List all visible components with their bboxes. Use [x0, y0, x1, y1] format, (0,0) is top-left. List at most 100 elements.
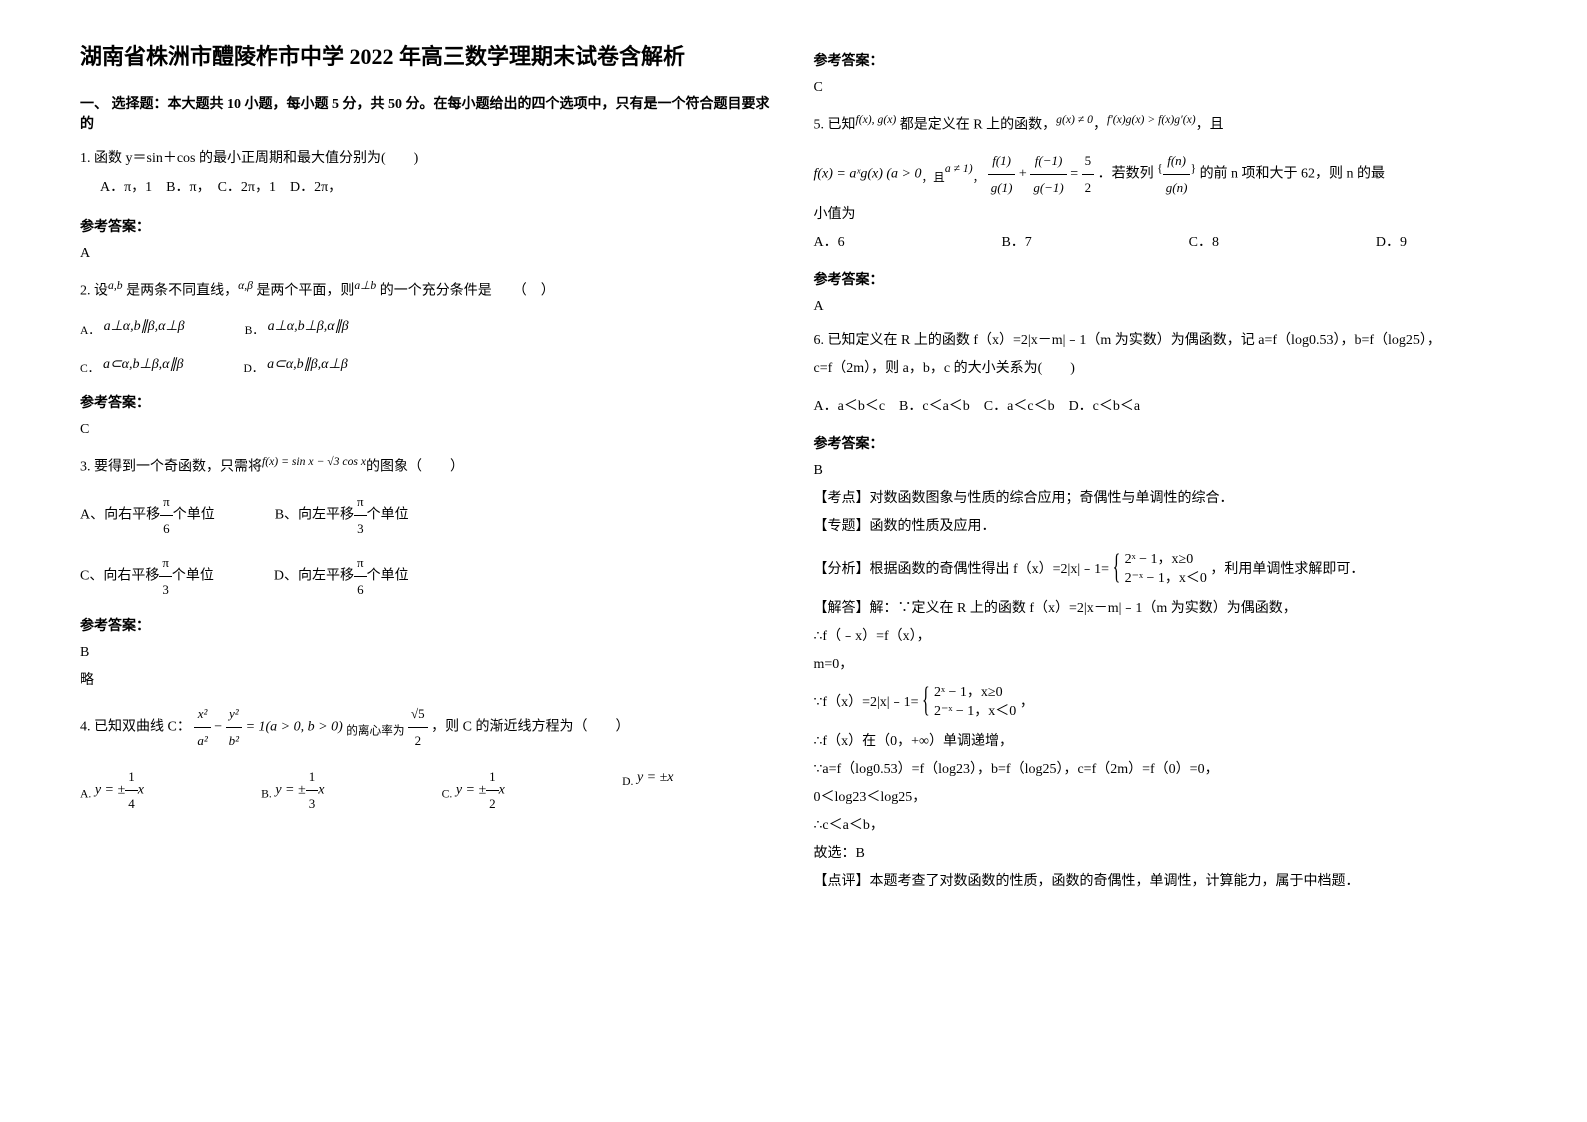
- q3-optC-suf: 个单位: [172, 569, 214, 584]
- q4-optB: B. y = ±13x: [261, 764, 324, 817]
- q6-answer: B: [814, 463, 1508, 479]
- q5-optB: B．7: [1001, 229, 1031, 257]
- q3-optB-num: π: [354, 489, 367, 516]
- q4-optA-num: 1: [125, 764, 138, 791]
- q5-seqd: g(n): [1163, 175, 1191, 201]
- q4-optC: C. y = ±12x: [442, 764, 505, 817]
- q5-seqn: f(n): [1163, 148, 1191, 175]
- q6-fenxi-c2: 2⁻ˣ − 1，x＜0: [1125, 569, 1207, 589]
- q2-optD-text: a⊂α,b∥β,α⊥β: [267, 357, 348, 372]
- q6-jieda9: 故选：B: [814, 842, 1508, 862]
- left-column: 湖南省株洲市醴陵柞市中学 2022 年高三数学理期末试卷含解析 一、 选择题：本…: [60, 40, 794, 1082]
- q6-fenxi-pre: 【分析】根据函数的奇偶性得出 f（x）=2|x|﹣1=: [814, 561, 1110, 576]
- q4-optB-suf: x: [318, 783, 324, 798]
- q4-optD: D. y = ±x: [622, 764, 673, 817]
- q2-optC-text: a⊂α,b⊥β,α∥β: [103, 357, 184, 372]
- q5-plus: +: [1019, 166, 1027, 181]
- q6-text: 6. 已知定义在 R 上的函数 f（x）=2|x－m|﹣1（m 为实数）为偶函数…: [814, 327, 1508, 355]
- q4-eccnum: √5: [408, 701, 428, 728]
- q3-optD: D、向左平移π6个单位: [274, 550, 409, 603]
- q6-jieda4-suf: ，: [1020, 695, 1034, 710]
- q5-eq: =: [1070, 166, 1078, 181]
- q5-optC: C．8: [1189, 229, 1219, 257]
- q3-optB-suf: 个单位: [367, 508, 409, 523]
- q4-prefix: 4. 已知双曲线 C：: [80, 720, 191, 735]
- q6-jieda4-c1: 2ˣ − 1，x≥0: [934, 683, 1016, 703]
- q3-optD-suf: 个单位: [367, 569, 409, 584]
- q4-yden: b²: [226, 728, 242, 754]
- q3-optC-num: π: [159, 550, 172, 577]
- q5-f2n: f(−1): [1030, 148, 1066, 175]
- q1-answer: A: [80, 246, 774, 262]
- question-3: 3. 要得到一个奇函数，只需将f(x) = sin x − √3 cos x的图…: [80, 450, 774, 604]
- q4-optC-suf: x: [499, 783, 505, 798]
- q6-jieda3: m=0，: [814, 653, 1508, 673]
- q6-zhuanti: 【专题】函数的性质及应用．: [814, 515, 1508, 535]
- q4-answer-label: 参考答案：: [814, 50, 1508, 70]
- q4-labelC: C.: [442, 788, 453, 801]
- q3-optA-den: 6: [160, 516, 173, 542]
- q5-prefix: 5. 已知: [814, 118, 856, 133]
- question-5: 5. 已知f(x), g(x) 都是定义在 R 上的函数，g(x) ≠ 0，f′…: [814, 108, 1508, 257]
- q2-perp: a⊥b: [354, 279, 376, 292]
- q4-mid: 的离心率为: [346, 725, 404, 738]
- q5-line2mid: ，且: [921, 171, 944, 184]
- q6-kaodian: 【考点】对数函数图象与性质的综合应用；奇偶性与单调性的综合．: [814, 487, 1508, 507]
- q5-f3n: 5: [1082, 148, 1095, 175]
- q3-optD-num: π: [354, 550, 367, 577]
- q4-optB-den: 3: [306, 791, 319, 817]
- q6-text2: c=f（2m），则 a，b，c 的大小关系为( ): [814, 355, 1508, 383]
- q4-optC-den: 2: [486, 791, 499, 817]
- q3-optB-den: 3: [354, 516, 367, 542]
- q5-f1d: g(1): [988, 175, 1016, 201]
- q2-mid2: 是两个平面，则: [253, 283, 355, 298]
- question-1: 1. 函数 y＝sin＋cos 的最小正周期和最大值分别为( ) A．π，1 B…: [80, 145, 774, 204]
- q5-line2suf: ．若数列: [1098, 166, 1154, 181]
- q4-optB-pre: y = ±: [275, 783, 305, 798]
- q1-text: 1. 函数 y＝sin＋cos 的最小正周期和最大值分别为( ): [80, 145, 774, 173]
- q2-alphabeta: α,β: [238, 279, 253, 292]
- q6-fenxi-suf: ，利用单调性求解即可．: [1210, 561, 1364, 576]
- q3-optA-pre: A、向右平移: [80, 508, 160, 523]
- q4-eccden: 2: [408, 728, 428, 754]
- exam-title: 湖南省株洲市醴陵柞市中学 2022 年高三数学理期末试卷含解析: [80, 40, 774, 73]
- question-6: 6. 已知定义在 R 上的函数 f（x）=2|x－m|﹣1（m 为实数）为偶函数…: [814, 327, 1508, 421]
- q3-optB-pre: B、向左平移: [275, 508, 354, 523]
- q6-jieda5: ∴f（x）在（0，+∞）单调递增，: [814, 730, 1508, 750]
- q5-mid1: 都是定义在 R 上的函数，: [896, 118, 1056, 133]
- q6-jieda4: ∵f（x）=2|x|﹣1= 2ˣ − 1，x≥0 2⁻ˣ − 1，x＜0 ，: [814, 683, 1508, 722]
- q2-optB: B． a⊥α,b⊥β,α∥β: [245, 313, 349, 342]
- q4-minus: −: [214, 720, 222, 735]
- q5-comma2: ，且: [1196, 118, 1224, 133]
- q1-options: A．π，1 B．π， C．2π，1 D．2π，: [100, 173, 774, 204]
- q2-labelA: A．: [80, 324, 100, 337]
- q4-optA-pre: y = ±: [95, 783, 125, 798]
- q6-jieda8: ∴c＜a＜b，: [814, 814, 1508, 834]
- q5-line2pre: f(x) = aˣg(x) (a > 0: [814, 166, 922, 181]
- q5-optA: A．6: [814, 229, 845, 257]
- q4-optA: A. y = ±14x: [80, 764, 144, 817]
- q4-optA-den: 4: [125, 791, 138, 817]
- q4-optA-suf: x: [138, 783, 144, 798]
- q2-labelB: B．: [245, 324, 264, 337]
- q5-f1n: f(1): [988, 148, 1016, 175]
- q5-optD: D．9: [1376, 229, 1407, 257]
- q4-labelD: D.: [622, 775, 633, 788]
- q3-optA: A、向右平移π6个单位: [80, 489, 215, 542]
- q3-optA-num: π: [160, 489, 173, 516]
- q3-optB: B、向左平移π3个单位: [275, 489, 409, 542]
- q5-answer: A: [814, 299, 1508, 315]
- right-column: 参考答案： C 5. 已知f(x), g(x) 都是定义在 R 上的函数，g(x…: [794, 40, 1528, 1082]
- q4-xnum: x²: [194, 701, 210, 728]
- q4-answer: C: [814, 80, 1508, 96]
- q3-optA-suf: 个单位: [173, 508, 215, 523]
- q4-suffix: ，则 C 的渐近线方程为（ ）: [431, 720, 629, 735]
- question-2: 2. 设a,b 是两条不同直线，α,β 是两个平面，则a⊥b 的一个充分条件是 …: [80, 274, 774, 380]
- q4-optD-text: y = ±x: [637, 770, 674, 785]
- q5-fg: f(x), g(x): [856, 113, 897, 126]
- q2-optA-text: a⊥α,b∥β,α⊥β: [104, 319, 185, 334]
- q5-line2comma: ，: [973, 171, 985, 184]
- q4-optC-pre: y = ±: [456, 783, 486, 798]
- q4-ynum: y²: [226, 701, 242, 728]
- q5-seqsuf: }: [1190, 162, 1196, 175]
